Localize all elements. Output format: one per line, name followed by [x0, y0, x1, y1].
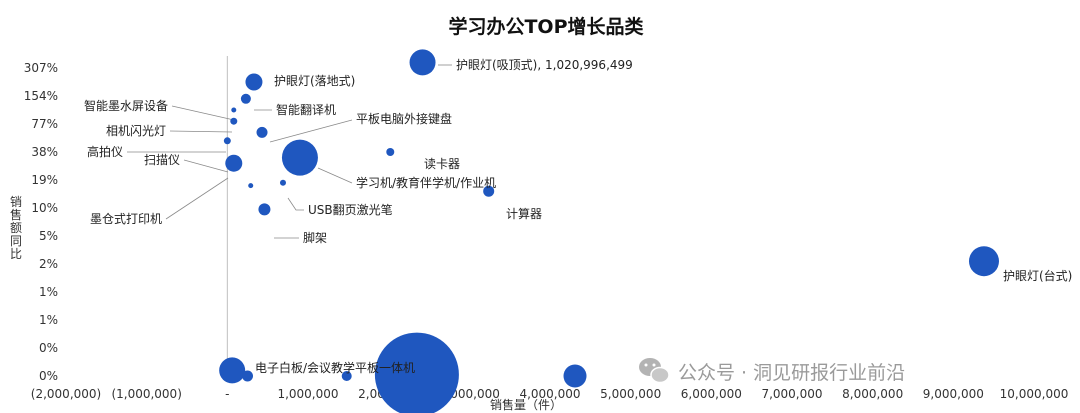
data-label: 电子白板/会议教学平板一体机: [255, 360, 415, 375]
bubble: [483, 185, 495, 197]
y-tick-label: 19%: [31, 173, 58, 187]
x-tick-label: 6,000,000: [681, 387, 742, 401]
bubble: [258, 203, 271, 216]
bubbles: [219, 49, 999, 413]
bubble: [231, 107, 237, 113]
y-tick-label: 0%: [39, 369, 58, 383]
x-tick-label: (2,000,000): [31, 387, 101, 401]
data-label: 学习机/教育伴学机/作业机: [356, 175, 496, 190]
x-tick-label: 8,000,000: [842, 387, 903, 401]
chart-title: 学习办公TOP增长品类: [448, 15, 643, 38]
leader-line: [165, 177, 229, 220]
bubble: [248, 183, 254, 189]
x-tick-label: 10,000,000: [1000, 387, 1069, 401]
data-label: 脚架: [303, 230, 327, 245]
data-label: USB翻页激光笔: [308, 202, 393, 217]
y-tick-label: 2%: [39, 257, 58, 271]
bubble: [968, 246, 999, 277]
x-tick-label: 1,000,000: [277, 387, 338, 401]
axes: (2,000,000)(1,000,000)-1,000,0002,000,00…: [24, 56, 1069, 401]
bubble: [409, 49, 436, 76]
data-label: 平板电脑外接键盘: [356, 111, 452, 126]
x-tick-label: 4,000,000: [519, 387, 580, 401]
y-tick-label: 77%: [31, 117, 58, 131]
data-label: 读卡器: [424, 157, 460, 171]
y-tick-label: 1%: [39, 313, 58, 327]
data-label: 墨仓式打印机: [90, 212, 162, 226]
leader-line: [269, 119, 353, 143]
leader-line: [183, 159, 229, 173]
bubble: [240, 93, 251, 104]
bubble: [225, 154, 243, 172]
bubble: [386, 148, 395, 156]
bubble: [242, 370, 253, 382]
data-label: 计算器: [506, 206, 542, 221]
y-tick-label: 154%: [24, 89, 58, 103]
bubble: [219, 357, 246, 384]
y-tick-label: 307%: [24, 61, 58, 75]
y-tick-label: 5%: [39, 229, 58, 243]
leader-lines: [127, 64, 452, 239]
bubble: [341, 371, 352, 381]
x-axis-title: 销售量（件）: [490, 397, 562, 412]
data-label: 护眼灯(台式): [1003, 268, 1072, 283]
bubble: [245, 73, 263, 91]
y-tick-label: 0%: [39, 341, 58, 355]
point-labels: 护眼灯(吸顶式), 1,020,996,499 护眼灯(落地式) 智能墨水屏设备 智能…: [84, 58, 1072, 375]
y-tick-label: 38%: [31, 145, 58, 159]
bubble: [256, 126, 268, 138]
data-label: 高拍仪: [87, 144, 123, 159]
data-label: 护眼灯(落地式): [274, 74, 355, 88]
leader-line: [317, 167, 353, 184]
x-tick-label: 9,000,000: [923, 387, 984, 401]
data-label: 护眼灯(吸顶式), 1,020,996,499: [456, 58, 633, 72]
wechat-icon: [639, 358, 670, 384]
watermark-text: 公众号 · 洞见研报行业前沿: [678, 362, 905, 384]
leader-line: [287, 197, 304, 211]
x-tick-label: (1,000,000): [111, 387, 181, 401]
data-label: 扫描仪: [144, 153, 180, 167]
leader-line: [171, 105, 235, 121]
y-axis-title: 销售额同比: [10, 195, 22, 261]
bubble: [279, 179, 286, 186]
bubble: [223, 137, 231, 145]
watermark: 公众号 · 洞见研报行业前沿: [639, 358, 905, 384]
bubble: [374, 332, 459, 413]
y-tick-label: 1%: [39, 285, 58, 299]
data-label: 智能翻译机: [276, 102, 336, 117]
y-tick-label: 10%: [31, 201, 58, 215]
x-tick-label: 5,000,000: [600, 387, 661, 401]
bubble: [230, 117, 238, 125]
x-tick-label: -: [225, 387, 229, 401]
x-tick-label: 7,000,000: [761, 387, 822, 401]
bubble: [563, 364, 587, 388]
bubble: [281, 139, 318, 176]
data-label: 智能墨水屏设备: [84, 98, 168, 113]
data-label: 相机闪光灯: [106, 124, 166, 138]
leader-line: [169, 130, 233, 133]
